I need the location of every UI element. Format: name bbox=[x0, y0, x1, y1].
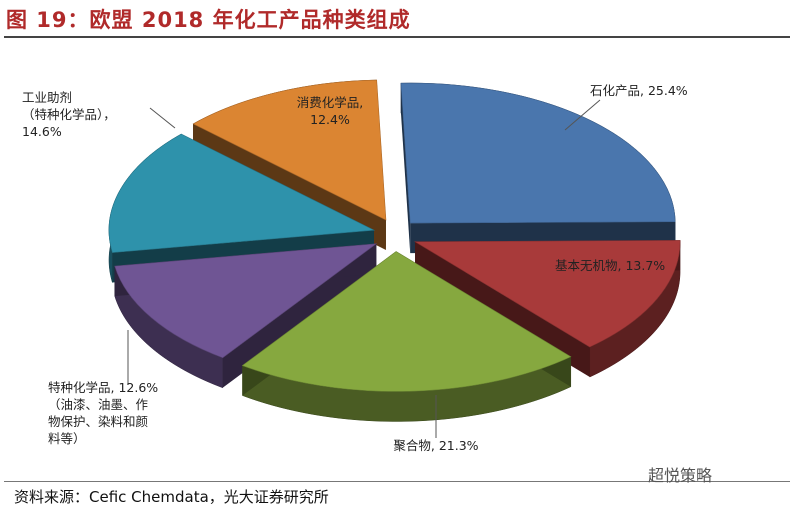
pie-slice bbox=[414, 240, 681, 348]
pie-slice bbox=[192, 79, 387, 221]
slice-label: 工业助剂（特种化学品）， 14.6% bbox=[22, 90, 116, 139]
slice-cut-1-0 bbox=[400, 83, 411, 254]
title-rule bbox=[4, 36, 790, 38]
pie-slice bbox=[241, 251, 572, 392]
figure-title: 图 19：欧盟 2018 年化工产品种类组成 bbox=[6, 8, 411, 32]
slice-label: 聚合物, 21.3% bbox=[393, 438, 478, 453]
leader-line bbox=[564, 99, 601, 131]
leader-lines bbox=[127, 99, 601, 438]
source-note: 资料来源：Cefic Chemdata，光大证券研究所 bbox=[14, 488, 329, 506]
watermark: 超悦策略 bbox=[648, 466, 713, 485]
pie-chart: 石化产品, 25.4% 基本无机物, 13.7% 聚合物, 21.3% 特种化学品, … bbox=[22, 79, 688, 453]
slice-label: 消费化学品, 12.4% bbox=[297, 95, 363, 127]
footer-rule bbox=[4, 481, 790, 482]
slice-labels: 石化产品, 25.4% 基本无机物, 13.7% 聚合物, 21.3% 特种化学品, … bbox=[22, 83, 688, 453]
slice-label: 基本无机物, 13.7% bbox=[555, 258, 665, 273]
pie-slice bbox=[108, 133, 376, 253]
pie-slice bbox=[114, 243, 378, 359]
leader-line bbox=[149, 107, 176, 129]
slice-label: 特种化学品, 12.6%（油漆、油墨、作物保护、染料和颜料等） bbox=[48, 380, 158, 446]
pie-tops bbox=[108, 79, 681, 392]
slice-label: 石化产品, 25.4% bbox=[590, 83, 688, 98]
pie-slice bbox=[400, 82, 676, 224]
